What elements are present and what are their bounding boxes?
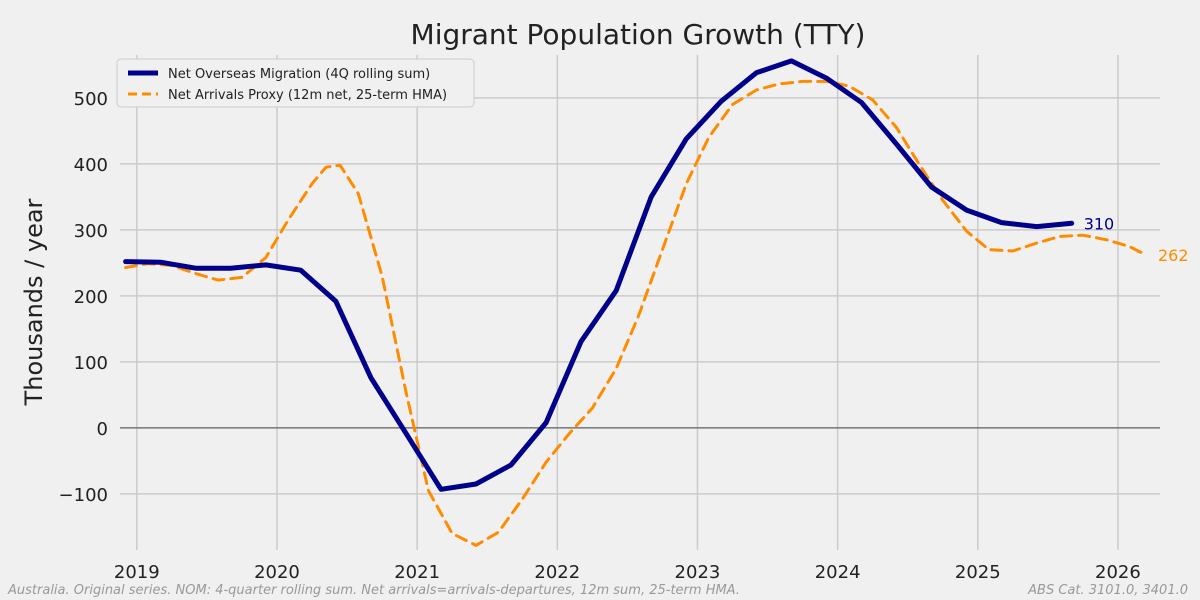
legend-entry-nom: Net Overseas Migration (4Q rolling sum) xyxy=(168,67,430,82)
end-label-nom: 310 xyxy=(1084,214,1115,233)
y-tick-label: 300 xyxy=(74,221,108,242)
x-tick-label: 2023 xyxy=(675,562,721,583)
x-tick-label: 2019 xyxy=(114,562,160,583)
y-tick-label: 100 xyxy=(74,353,108,374)
x-tick-label: 2025 xyxy=(955,562,1001,583)
x-tick-label: 2020 xyxy=(254,562,300,583)
grid xyxy=(120,55,1160,550)
x-tick-label: 2026 xyxy=(1095,562,1141,583)
y-axis-label: Thousands / year xyxy=(20,198,48,406)
series-line-nom xyxy=(123,58,1075,492)
y-tick-label: 200 xyxy=(74,287,108,308)
footnote-source-reference: ABS Cat. 3101.0, 3401.0 xyxy=(1028,583,1188,598)
x-tick-label: 2021 xyxy=(394,562,440,583)
x-tick-label: 2022 xyxy=(534,562,580,583)
end-label-arrivals: 262 xyxy=(1158,246,1189,265)
series-line-arrivals xyxy=(124,79,1148,547)
chart-title: Migrant Population Growth (TTY) xyxy=(411,18,866,51)
x-tick-label: 2024 xyxy=(815,562,861,583)
y-tick-label: 0 xyxy=(97,419,108,440)
y-tick-label: −100 xyxy=(59,485,108,506)
legend: Net Overseas Migration (4Q rolling sum) … xyxy=(116,58,475,108)
tick-labels: −100 0 100 200 300 400 500 2019 2020 2021 2022 2023… xyxy=(59,89,1141,583)
legend-box xyxy=(116,58,475,108)
legend-entry-arrivals: Net Arrivals Proxy (12m net, 25-term HMA… xyxy=(168,88,447,103)
y-tick-label: 400 xyxy=(74,155,108,176)
series-lines xyxy=(123,58,1148,547)
end-labels: 310 262 xyxy=(1084,214,1189,265)
y-tick-label: 500 xyxy=(74,89,108,110)
footnote-source-notes: Australia. Original series. NOM: 4-quart… xyxy=(8,583,740,598)
